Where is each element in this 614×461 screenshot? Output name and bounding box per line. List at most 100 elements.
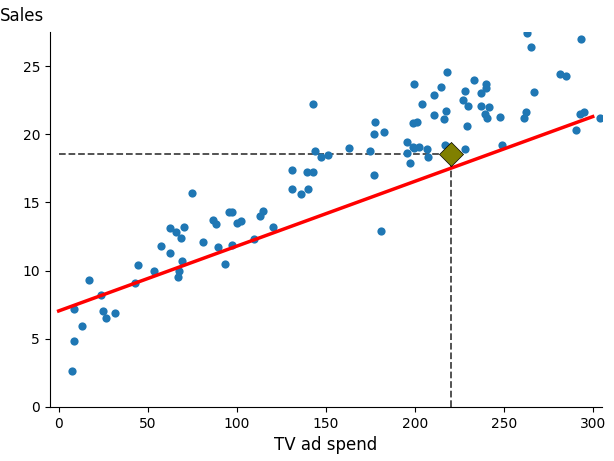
Point (365, 147, 375, 154)
Point (224, 208, 234, 216)
Point (577, 35, 586, 42)
Point (110, 309, 120, 316)
Point (497, 142, 507, 149)
Point (69, 305, 79, 313)
Point (287, 185, 297, 192)
Point (422, 146, 432, 153)
Point (522, 30, 532, 37)
Point (527, 43, 537, 51)
Point (165, 249, 174, 256)
Point (446, 151, 456, 158)
Point (171, 229, 181, 236)
Point (177, 234, 187, 242)
Point (458, 96, 468, 104)
Point (429, 91, 438, 98)
Point (429, 112, 439, 119)
Point (417, 100, 427, 108)
Point (554, 71, 564, 78)
Point (220, 260, 230, 267)
Point (481, 80, 491, 88)
Point (443, 143, 453, 150)
Point (436, 83, 446, 90)
Point (413, 118, 422, 126)
Point (480, 110, 489, 118)
Point (173, 274, 183, 281)
Point (268, 223, 278, 230)
Point (249, 236, 259, 243)
Point (369, 130, 379, 138)
Point (423, 154, 433, 161)
Point (211, 220, 221, 228)
Point (408, 143, 418, 150)
Point (310, 147, 320, 154)
Point (529, 89, 538, 96)
Point (98, 307, 108, 315)
Point (410, 80, 419, 88)
Point (443, 68, 453, 75)
Point (462, 122, 472, 130)
Point (440, 142, 449, 149)
Point (149, 267, 159, 274)
Point (133, 261, 143, 269)
Point (236, 218, 246, 225)
Point (405, 159, 415, 166)
Point (156, 242, 166, 250)
Point (495, 113, 505, 120)
Point (214, 244, 223, 251)
Point (476, 90, 486, 97)
Point (324, 151, 333, 159)
Point (521, 109, 531, 116)
Point (316, 154, 326, 161)
Point (579, 109, 589, 116)
Point (131, 279, 141, 286)
Point (460, 146, 470, 153)
Point (408, 120, 418, 127)
Point (233, 219, 243, 226)
Point (575, 110, 585, 118)
Point (308, 169, 318, 176)
Point (77, 323, 87, 330)
Point (177, 257, 187, 265)
Point (571, 126, 581, 134)
Point (414, 143, 424, 150)
Point (174, 267, 184, 274)
Point (481, 84, 491, 92)
Point (69, 337, 79, 345)
Point (369, 171, 379, 179)
Point (84, 276, 94, 284)
Point (179, 223, 189, 230)
Point (469, 76, 479, 83)
Point (439, 116, 449, 123)
Point (595, 114, 605, 122)
Point (441, 107, 451, 115)
Point (379, 128, 389, 135)
Point (410, 144, 419, 152)
Point (187, 189, 196, 196)
Point (165, 225, 175, 232)
Point (464, 102, 473, 109)
Point (561, 72, 571, 79)
Point (101, 314, 111, 322)
Point (370, 118, 380, 126)
Point (67, 368, 77, 375)
X-axis label: TV ad spend: TV ad spend (274, 436, 378, 454)
Point (198, 238, 208, 246)
Point (287, 166, 297, 173)
Point (482, 114, 492, 122)
Text: Sales: Sales (0, 6, 44, 24)
Point (227, 241, 237, 248)
Point (258, 207, 268, 214)
Point (476, 102, 486, 109)
Point (96, 291, 106, 299)
Point (301, 169, 311, 176)
Point (308, 100, 318, 108)
Point (484, 103, 494, 111)
Point (460, 87, 470, 95)
Point (255, 213, 265, 220)
Point (344, 144, 354, 152)
Point (519, 114, 529, 122)
Point (303, 185, 313, 192)
Point (208, 216, 217, 224)
Point (402, 150, 411, 157)
Point (402, 139, 411, 146)
